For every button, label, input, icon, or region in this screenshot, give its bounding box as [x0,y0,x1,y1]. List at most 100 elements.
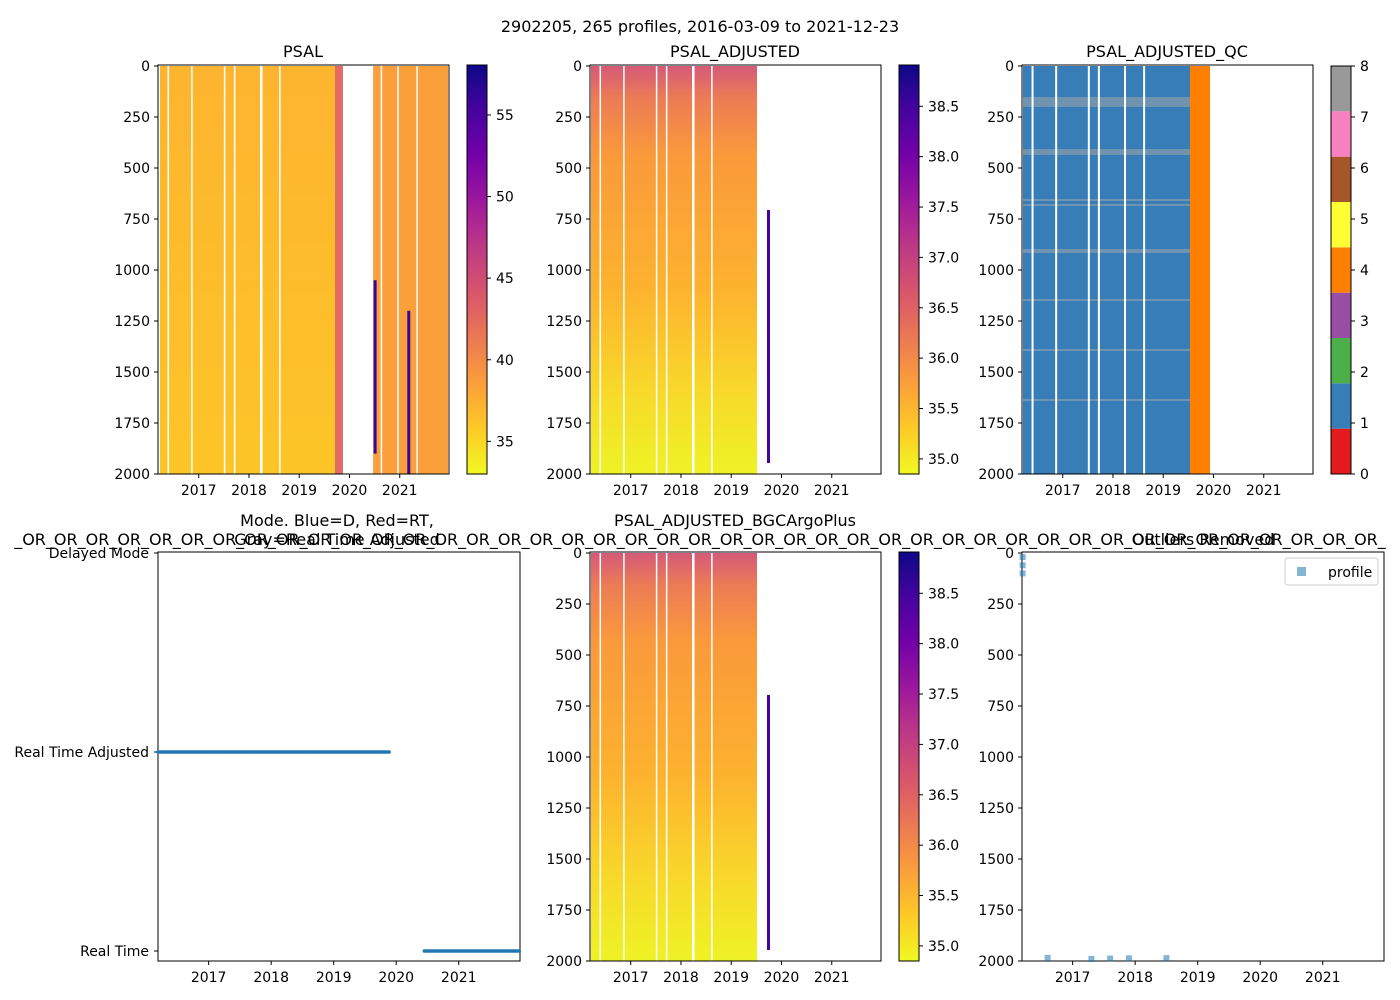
qc-data-gap [1124,66,1127,474]
bgc-ytick-label: 750 [555,699,582,715]
psal-adjusted-ytick-label: 500 [555,161,582,177]
outliers-panel: Outliers Removed 0 250 500 750 1000 1250 1500 1… [978,530,1385,986]
qc-ytick-label: 1750 [978,416,1014,432]
outliers-ytick-label: 0 [1005,546,1014,562]
psal-adjusted-cbar-tick-label: 35.0 [928,452,959,468]
mode-xtick-label: 2020 [378,970,414,986]
bgc-ytick-label: 2000 [546,954,582,970]
psal-adjusted-colorbar [898,64,920,475]
outliers-ytick-label: 1750 [978,903,1014,919]
bgc-colorbar [898,551,920,962]
qc-data-gap [1055,66,1058,474]
bgc-single-profile [767,695,770,950]
bgc-panel: PSAL_ADJUSTED_BGCArgoPlus 0 250 500 750 1000… [546,511,959,986]
outliers-xtick-label: 2018 [1117,970,1153,986]
qc-cbar-tick-label: 8 [1360,59,1369,75]
qc-xtick-label: 2021 [1246,483,1282,499]
psal-data-gap [167,66,170,474]
outliers-ytick-label: 1250 [978,801,1014,817]
bgc-ytick-label: 1750 [546,903,582,919]
psal-adjusted-data-gap [623,66,625,474]
psal-adjusted-cbar-tick-label: 35.5 [928,402,959,418]
outliers-legend: profile [1284,557,1379,586]
bgc-data-gap [655,553,658,961]
bgc-data-gap [665,553,668,961]
qc-colorbar-segment [1331,66,1351,112]
psal-cbar-tick-label: 55 [496,108,514,124]
psal-adjusted-cbar-tick-label: 37.5 [928,200,959,216]
psal-adjusted-ytick-label: 1500 [546,365,582,381]
mode-title-line2: Gray=Real Time Adjusted [234,530,440,549]
psal-colorbar [466,64,488,475]
outliers-ytick-label: 750 [987,699,1014,715]
qc-colorbar-segment [1331,338,1351,384]
mode-ytick-label: Real Time [80,944,149,960]
psal-adjusted-ytick-label: 2000 [546,467,582,483]
psal-adjusted-data-gap [655,66,658,474]
psal-adjusted-xtick-label: 2020 [764,483,800,499]
outliers-xtick-label: 2020 [1242,970,1278,986]
bgc-field [591,553,757,961]
qc-data-gap [1031,66,1034,474]
psal-adjusted-cbar-tick-label: 36.5 [928,301,959,317]
psal-data-gap [260,66,263,474]
psal-adjusted-data-gap [665,66,668,474]
mode-ytick-label: Real Time Adjusted [14,745,149,761]
qc-cbar-tick-label: 2 [1360,365,1369,381]
psal-adjusted-cbar-tick-label: 36.0 [928,351,959,367]
qc-ytick-label: 1000 [978,263,1014,279]
psal-outlier-spike [407,310,411,474]
qc-xtick-label: 2018 [1095,483,1131,499]
psal-title: PSAL [283,42,323,61]
bgc-cbar-tick-label: 38.0 [928,637,959,653]
outliers-frame [1021,551,1385,962]
qc-cbar-tick-label: 1 [1360,416,1369,432]
psal-data-gap [416,66,418,474]
qc-panel: PSAL_ADJUSTED_QC 02505007501000125015001… [978,42,1369,499]
qc-colorbar-segment [1331,156,1351,202]
psal-cbar-tick-label: 35 [496,434,514,450]
qc-data-gap [1087,66,1090,474]
bgc-cbar-tick-label: 37.0 [928,737,959,753]
outliers-ytick-label: 2000 [978,954,1014,970]
psal-adjusted-field [591,66,757,474]
qc-colorbar-segment [1331,202,1351,248]
qc-ytick-label: 0 [1005,59,1014,75]
outlier-point [1019,570,1026,577]
qc-field-good [1023,66,1190,474]
psal-ytick-label: 500 [123,161,150,177]
bgc-data-gap [692,553,695,961]
bgc-data-gap [711,553,713,961]
mode-panel: Mode. Blue=D, Red=RT, Gray=Real Time Adj… [13,511,1387,986]
qc-data-gap [1097,66,1100,474]
psal-xtick-label: 2018 [231,483,267,499]
mode-overlay-text: _OR_OR_OR_OR_OR_OR_OR_OR_OR_OR_OR_OR_OR_… [13,530,1387,550]
bgc-cbar-tick-label: 36.5 [928,788,959,804]
mode-xtick-label: 2021 [441,970,477,986]
bgc-cbar-tick-label: 38.5 [928,586,959,602]
outliers-xtick-label: 2019 [1180,970,1216,986]
mode-point [387,750,391,754]
psal-adjusted-title: PSAL_ADJUSTED [670,42,800,62]
psal-panel: PSAL 0 250 500 750 1000 1250 1500 1750 2000 2017… [114,42,513,499]
mode-xtick-label: 2017 [191,970,227,986]
qc-ytick-label: 1250 [978,314,1014,330]
psal-ytick-label: 1250 [114,314,150,330]
outliers-xtick-label: 2021 [1305,970,1341,986]
qc-xtick-label: 2020 [1196,483,1232,499]
qc-title: PSAL_ADJUSTED_QC [1086,42,1248,62]
bgc-ytick-label: 500 [555,648,582,664]
psal-data-gap [223,66,226,474]
qc-ytick-label: 750 [987,212,1014,228]
psal-adjusted-cbar-tick-label: 37.0 [928,250,959,266]
legend-profile-label: profile [1328,565,1372,581]
qc-ytick-label: 2000 [978,467,1014,483]
legend-marker [1297,567,1306,576]
bgc-xtick-label: 2020 [764,970,800,986]
psal-field [160,66,346,474]
psal-adjusted-panel: PSAL_ADJUSTED 0 250 500 750 1000 1250 1500 1750… [546,42,959,499]
psal-adjusted-ytick-label: 250 [555,110,582,126]
bgc-ytick-label: 0 [573,546,582,562]
psal-data-gap [397,66,399,474]
